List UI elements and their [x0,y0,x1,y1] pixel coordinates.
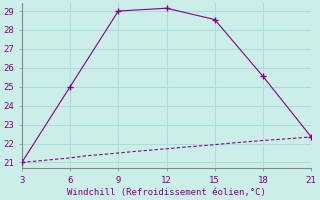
X-axis label: Windchill (Refroidissement éolien,°C): Windchill (Refroidissement éolien,°C) [67,188,266,197]
